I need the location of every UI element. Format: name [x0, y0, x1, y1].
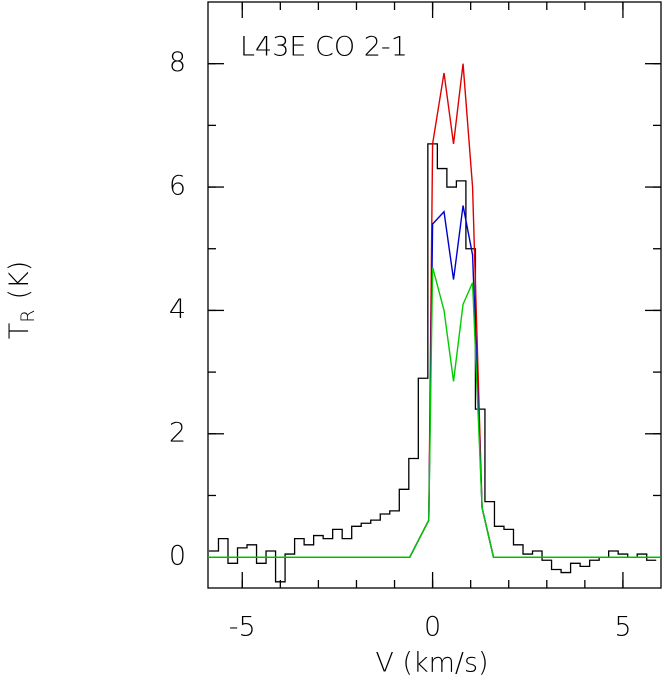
plot-frame	[207, 1, 662, 589]
chart-title: L43E CO 2-1	[240, 32, 408, 63]
y-axis-label: TR(K)	[4, 261, 39, 339]
model-line	[208, 63, 661, 558]
x-tick-label: 5	[614, 612, 631, 643]
y-tick-label: 2	[169, 417, 186, 448]
x-axis-label: V (km/s)	[375, 648, 488, 679]
y-tick-label: 4	[169, 294, 186, 325]
y-tick-label: 0	[169, 541, 186, 572]
y-tick-label: 8	[169, 47, 186, 78]
y-tick-label: 6	[169, 171, 186, 202]
model-line	[208, 205, 661, 558]
model-line	[208, 267, 661, 558]
x-tick-label: 0	[424, 612, 441, 643]
x-tick-label: -5	[229, 612, 256, 643]
